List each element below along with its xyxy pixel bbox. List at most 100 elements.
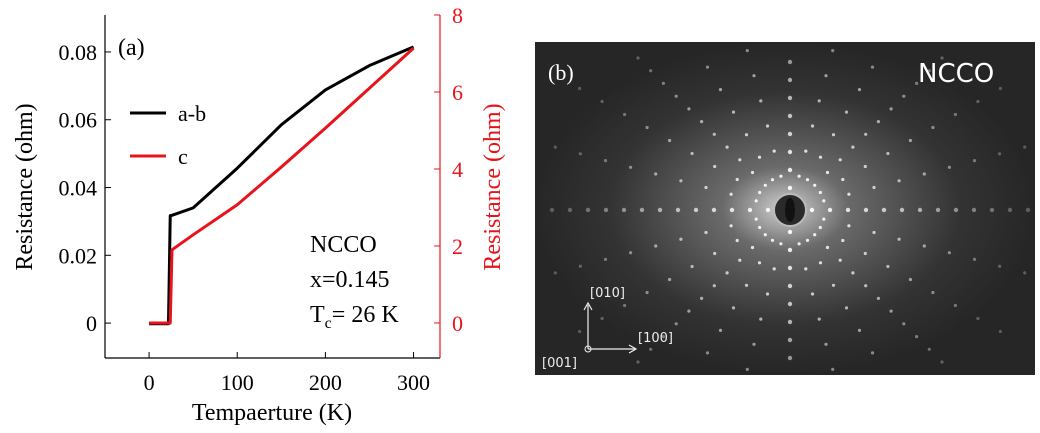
diffraction-spot [759, 99, 763, 103]
panel-label: (b) [548, 60, 574, 85]
diffraction-spot [818, 261, 823, 265]
diffraction-spot [940, 56, 944, 60]
diffraction-spot [953, 207, 959, 213]
diffraction-spot [972, 257, 977, 261]
diffraction-spot [712, 284, 716, 288]
diffraction-spot [864, 132, 868, 136]
axis-origin [584, 345, 592, 353]
arrow-head [583, 301, 593, 311]
diffraction-spot [718, 328, 723, 332]
diffraction-spot [744, 283, 749, 287]
diffraction-spot [765, 207, 771, 213]
diffraction-spot [549, 207, 555, 213]
diffraction-spot [831, 367, 835, 371]
diffraction-spot [787, 265, 793, 271]
x-axis-label: Tempaerture (K) [192, 400, 352, 426]
diffraction-spot [578, 264, 583, 268]
legend-label: c [178, 144, 188, 169]
diffraction-spot [645, 290, 649, 295]
diffraction-spot [870, 351, 875, 355]
diffraction-spot [763, 233, 767, 237]
diffraction-spot [738, 258, 742, 262]
diffraction-spot [578, 329, 582, 334]
diffraction-spot [654, 244, 658, 248]
diffraction-spot [787, 95, 793, 101]
diffraction-spot [603, 257, 608, 261]
diffraction-spot [787, 229, 793, 235]
diffraction-spot [603, 159, 608, 163]
diffraction-spot [693, 207, 699, 213]
diffraction-spot [600, 316, 604, 321]
diffraction-spot [779, 174, 783, 178]
diffraction-spot [927, 69, 931, 73]
diffraction-spot [998, 86, 1003, 91]
diffraction-spot [603, 207, 609, 213]
diffraction-spot [757, 155, 762, 159]
annotation: NCCO [310, 232, 377, 258]
diffraction-spot [927, 347, 931, 351]
diffraction-spot [779, 242, 783, 246]
diffraction-spot [847, 224, 851, 228]
diffraction-spot [804, 267, 808, 271]
beam-stop-core [785, 198, 795, 222]
diffraction-spot [690, 264, 694, 269]
diffraction-spot [757, 261, 762, 265]
diffraction-spot [787, 149, 793, 155]
y2-tick-label: 0 [452, 311, 463, 336]
diffraction-spot [902, 94, 906, 98]
diffraction-spot [754, 199, 758, 203]
diffraction-spot [787, 247, 793, 253]
diffraction-spot [838, 158, 842, 162]
axis-name: [010] [590, 286, 625, 301]
tc-text: = 26 K [332, 302, 400, 328]
legend-label: a-b [178, 101, 206, 126]
diffraction-spot [908, 277, 913, 282]
diffraction-spot [881, 207, 887, 213]
diffraction-spot [787, 59, 793, 65]
x-tick-label: 0 [144, 370, 155, 395]
diffraction-spot [747, 207, 753, 213]
diffraction-spot [752, 342, 756, 346]
diffraction-spot [629, 165, 633, 169]
diffraction-spot [623, 112, 627, 117]
diffraction-spot [899, 207, 905, 213]
diffraction-spot [787, 77, 793, 83]
diffraction-spot [863, 207, 869, 213]
diffraction-spots [549, 49, 1031, 371]
diffraction-spot [827, 207, 833, 213]
diffraction-spot [787, 319, 793, 325]
x-tick-label: 300 [397, 370, 430, 395]
diffraction-spot [687, 309, 691, 313]
diffraction-spot [824, 74, 828, 78]
diffraction-spot [738, 158, 742, 162]
diffraction-spot [750, 245, 755, 250]
diffraction-spot [690, 151, 694, 156]
diffraction-spot [845, 207, 851, 213]
diffraction-spot [729, 192, 733, 196]
diffraction-spot [872, 185, 876, 190]
diffraction-spot [745, 367, 749, 371]
diffraction-spot [851, 145, 855, 149]
diffraction-spot [735, 238, 739, 243]
diffraction-spot [897, 237, 901, 241]
diffraction-spot [645, 125, 649, 130]
axis-name: [100] [638, 331, 673, 346]
diffraction-spot [770, 178, 775, 182]
diffraction-spot [787, 355, 793, 361]
diffraction-spot [989, 207, 995, 213]
diffraction-spot [810, 124, 815, 128]
x-tick-label: 200 [309, 370, 342, 395]
diffraction-spot [797, 242, 801, 246]
diffraction-spot [863, 164, 867, 169]
diffraction-spot [817, 99, 821, 103]
y2-tick-label: 2 [452, 234, 463, 259]
diffraction-spot [809, 207, 815, 213]
diffraction-spot [787, 185, 793, 191]
diffraction-spot [953, 303, 958, 308]
diffraction-spot [553, 145, 557, 149]
diffraction-spot [705, 65, 710, 69]
diffraction-spot [931, 290, 935, 295]
diffraction-spot [578, 86, 582, 91]
diffraction-spot [735, 177, 739, 182]
